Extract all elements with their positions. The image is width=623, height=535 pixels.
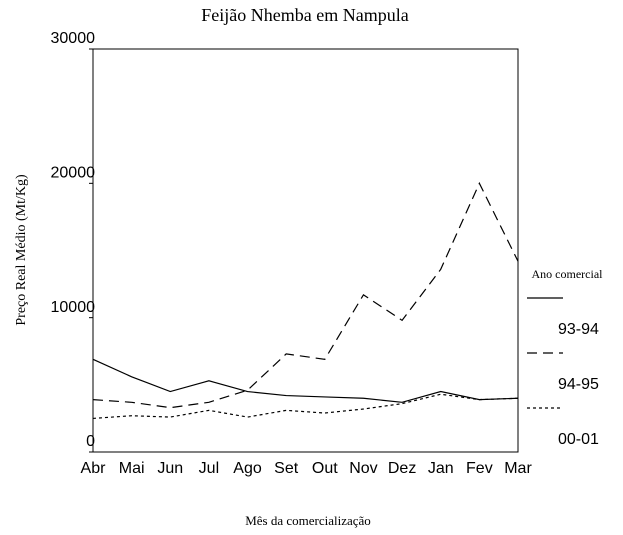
x-tick-label: Out (312, 460, 338, 477)
y-axis-label: Preço Real Médio (Mt/Kg) (14, 174, 29, 326)
x-tick-label: Jun (157, 460, 183, 477)
legend-label: 94-95 (558, 376, 599, 393)
x-tick-label: Fev (466, 460, 493, 477)
x-tick-label: Ago (233, 460, 262, 477)
chart-title: Feijão Nhemba em Nampula (201, 5, 408, 25)
x-tick-label: Jan (428, 460, 454, 477)
x-tick-label: Dez (388, 460, 416, 477)
y-tick-label: 30000 (51, 30, 96, 47)
legend-title: Ano comercial (532, 267, 604, 281)
series-line (92, 181, 519, 409)
x-tick-label: Mai (119, 460, 145, 477)
legend-label: 93-94 (558, 321, 599, 338)
x-tick-label: Nov (349, 460, 377, 477)
y-tick-label: 10000 (51, 299, 96, 316)
x-tick-label: Mar (504, 460, 532, 477)
plot-frame (92, 48, 519, 453)
x-tick-label: Abr (81, 460, 107, 477)
y-tick-label: 20000 (51, 165, 96, 182)
series-line (92, 358, 519, 403)
x-tick-label: Jul (199, 460, 219, 477)
x-axis-label: Mês da comercialização (245, 513, 371, 528)
y-tick-label: 0 (86, 433, 95, 450)
x-tick-label: Set (274, 460, 299, 477)
legend-label: 00-01 (558, 431, 599, 448)
